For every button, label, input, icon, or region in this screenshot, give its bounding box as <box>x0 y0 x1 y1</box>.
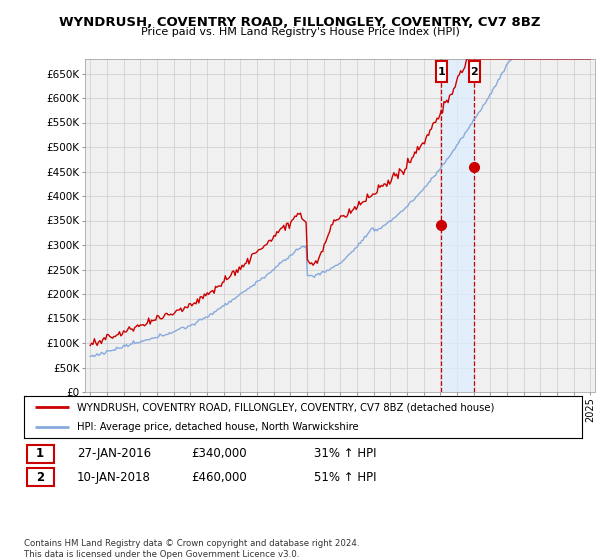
Text: Contains HM Land Registry data © Crown copyright and database right 2024.
This d: Contains HM Land Registry data © Crown c… <box>24 539 359 559</box>
Text: 2: 2 <box>470 67 478 77</box>
Text: £340,000: £340,000 <box>191 447 247 460</box>
Bar <box>442 59 475 392</box>
Text: 10-JAN-2018: 10-JAN-2018 <box>77 470 151 484</box>
Text: 27-JAN-2016: 27-JAN-2016 <box>77 447 151 460</box>
Text: 31% ↑ HPI: 31% ↑ HPI <box>314 447 377 460</box>
Text: Price paid vs. HM Land Registry's House Price Index (HPI): Price paid vs. HM Land Registry's House … <box>140 27 460 38</box>
Bar <box>27 445 53 463</box>
Text: HPI: Average price, detached house, North Warwickshire: HPI: Average price, detached house, Nort… <box>77 422 359 432</box>
Text: WYNDRUSH, COVENTRY ROAD, FILLONGLEY, COVENTRY, CV7 8BZ (detached house): WYNDRUSH, COVENTRY ROAD, FILLONGLEY, COV… <box>77 402 494 412</box>
Text: 1: 1 <box>437 67 445 77</box>
Bar <box>436 61 447 82</box>
Bar <box>469 61 480 82</box>
Text: £460,000: £460,000 <box>191 470 247 484</box>
Text: 2: 2 <box>36 470 44 484</box>
Bar <box>27 468 53 486</box>
Text: 51% ↑ HPI: 51% ↑ HPI <box>314 470 377 484</box>
Text: WYNDRUSH, COVENTRY ROAD, FILLONGLEY, COVENTRY, CV7 8BZ: WYNDRUSH, COVENTRY ROAD, FILLONGLEY, COV… <box>59 16 541 29</box>
Text: 1: 1 <box>36 447 44 460</box>
